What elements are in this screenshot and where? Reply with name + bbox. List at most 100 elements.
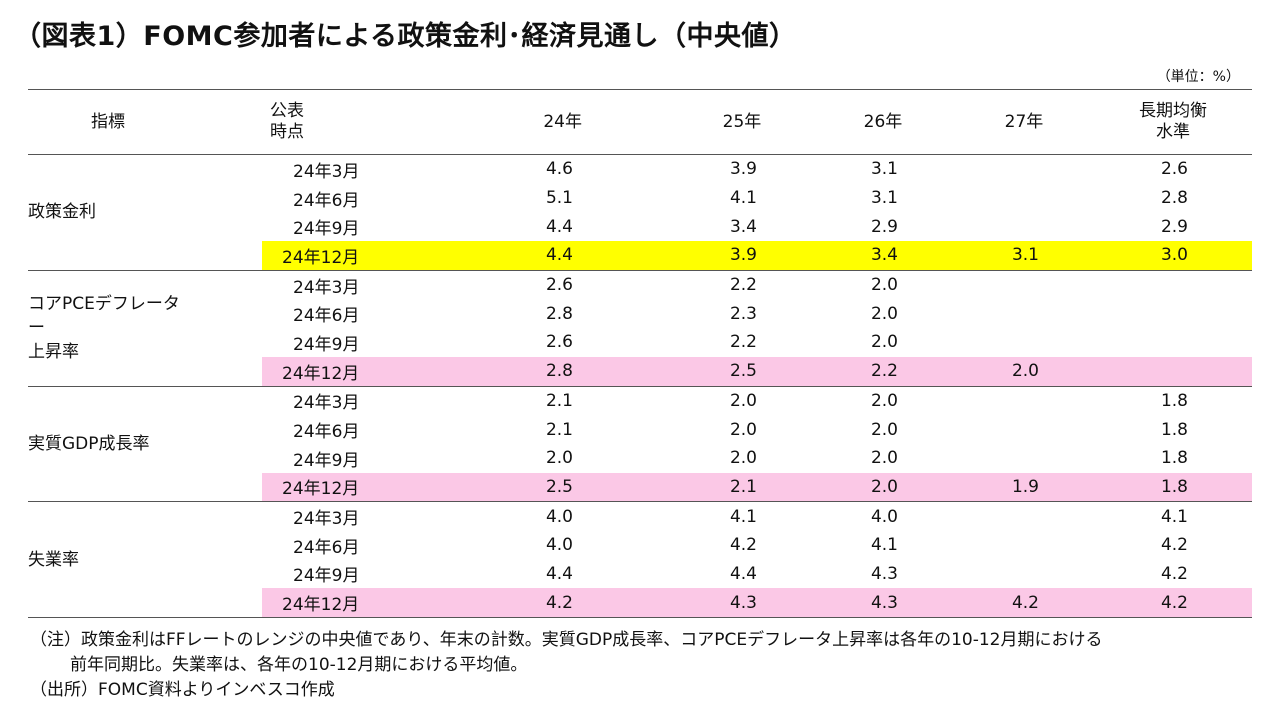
value-text: 1.8 (1160, 448, 1188, 469)
value-cell-lr: 1.8 (1094, 386, 1252, 415)
header-27: 27年 (954, 89, 1094, 155)
value-cell-v25: 2.3 (672, 299, 812, 328)
value-cell-v27 (954, 328, 1094, 357)
date-cell: 24年9月 (293, 334, 360, 355)
value-text: 2.8 (1160, 188, 1188, 209)
table-row: 24年9月 2.0 2.0 2.0 1.8 (28, 444, 1252, 473)
value-cell-v25: 4.1 (672, 502, 812, 531)
forecast-table: 指標 公表 時点 24年 25年 26年 27年 長期均衡 水準 政策金利 24年… (28, 89, 1252, 619)
date-cell: 24年6月 (293, 306, 360, 327)
value-text: 2.0 (870, 275, 898, 296)
source-line: （出所）FOMC資料よりインベスコ作成 (30, 680, 335, 700)
value-text: 4.3 (870, 592, 898, 613)
value-text: 5.1 (545, 188, 573, 209)
value-text: 2.0 (870, 303, 898, 324)
value-text: 3.1 (870, 188, 898, 209)
value-text: 2.9 (1160, 216, 1188, 237)
date-cell: 24年3月 (293, 277, 360, 298)
value-text: 3.9 (729, 245, 757, 266)
value-text: 4.2 (729, 535, 757, 556)
value-text: 2.0 (545, 448, 573, 469)
value-cell-v26: 2.9 (812, 212, 954, 241)
value-cell-v24: 2.1 (402, 415, 672, 444)
table-row: 24年9月 2.6 2.2 2.0 (28, 328, 1252, 357)
value-cell-v24: 4.0 (402, 502, 672, 531)
value-cell-v25: 2.0 (672, 444, 812, 473)
value-text: 1.9 (1011, 476, 1039, 497)
date-cell: 24年9月 (293, 566, 360, 587)
value-cell-v25: 4.3 (672, 588, 812, 619)
value-text: 4.0 (545, 506, 573, 527)
value-cell-lr: 4.1 (1094, 502, 1252, 531)
indicator-label: 失業率 (28, 501, 188, 618)
value-cell-lr: 4.2 (1094, 560, 1252, 589)
value-text: 4.2 (1160, 535, 1188, 556)
value-text: 2.1 (545, 419, 573, 440)
value-cell-lr: 2.8 (1094, 184, 1252, 213)
date-cell: 24年12月 (262, 241, 402, 271)
value-text: 2.2 (729, 275, 757, 296)
value-text: 2.0 (870, 332, 898, 353)
indicator-label: コアPCEデフレーター 上昇率 (28, 270, 188, 387)
value-cell-v27: 2.0 (954, 356, 1094, 387)
table-row: コアPCEデフレーター 上昇率 24年3月 2.6 2.2 2.0 (28, 270, 1252, 387)
table-row: 24年6月 2.8 2.3 2.0 (28, 299, 1252, 328)
value-cell-v26: 2.0 (812, 270, 954, 299)
value-text: 4.4 (545, 563, 573, 584)
table-row: 24年6月 4.0 4.2 4.1 4.2 (28, 531, 1252, 560)
value-cell-v24: 4.0 (402, 531, 672, 560)
value-cell-v25: 2.0 (672, 386, 812, 415)
value-cell-v25: 4.1 (672, 184, 812, 213)
value-cell-v27 (954, 444, 1094, 473)
value-text: 4.1 (729, 506, 757, 527)
value-cell-v26: 3.1 (812, 184, 954, 213)
value-text: 2.0 (729, 419, 757, 440)
value-cell-v25: 3.4 (672, 212, 812, 241)
value-cell-lr: 1.8 (1094, 415, 1252, 444)
date-cell: 24年12月 (262, 472, 402, 503)
value-text: 2.8 (545, 303, 573, 324)
value-text: 2.0 (1011, 361, 1039, 382)
value-text: 4.4 (545, 216, 573, 237)
value-text: 1.8 (1160, 419, 1188, 440)
value-text: 2.5 (729, 361, 757, 382)
value-text: 2.6 (1160, 159, 1188, 180)
date-cell: 24年9月 (293, 450, 360, 471)
value-cell-v25: 2.0 (672, 415, 812, 444)
value-text: 4.4 (545, 245, 573, 266)
value-text: 4.2 (1011, 592, 1039, 613)
value-text: 2.0 (870, 419, 898, 440)
value-cell-v27 (954, 386, 1094, 415)
table-row: 24年12月 2.5 2.1 2.0 1.9 1.8 (28, 472, 1252, 503)
value-text: 4.0 (545, 535, 573, 556)
date-cell: 24年6月 (293, 190, 360, 211)
header-indicator: 指標 (28, 89, 188, 155)
value-cell-lr: 1.8 (1094, 472, 1252, 503)
value-text: 2.1 (545, 390, 573, 411)
table-row: 24年6月 5.1 4.1 3.1 2.8 (28, 184, 1252, 213)
value-text: 2.6 (545, 332, 573, 353)
header-24: 24年 (402, 89, 672, 155)
date-cell: 24年3月 (293, 509, 360, 530)
value-cell-lr: 4.2 (1094, 531, 1252, 560)
value-cell-lr (1094, 270, 1252, 299)
value-cell-v24: 4.4 (402, 560, 672, 589)
value-cell-v24: 2.0 (402, 444, 672, 473)
value-cell-v26: 4.0 (812, 502, 954, 531)
note-line-1: （注）政策金利はFFレートのレンジの中央値であり、年末の計数。実質GDP成長率、… (30, 630, 1103, 650)
table-row: 24年9月 4.4 4.4 4.3 4.2 (28, 560, 1252, 589)
date-cell: 24年12月 (262, 588, 402, 619)
value-cell-v27 (954, 560, 1094, 589)
value-cell-v25: 3.9 (672, 155, 812, 184)
value-cell-v26: 2.0 (812, 472, 954, 503)
value-cell-v27 (954, 502, 1094, 531)
table-row: 24年12月 2.8 2.5 2.2 2.0 (28, 356, 1252, 387)
header-25: 25年 (672, 89, 812, 155)
value-cell-v25: 2.2 (672, 328, 812, 357)
value-cell-v27 (954, 270, 1094, 299)
value-text: 2.9 (870, 216, 898, 237)
value-cell-v24: 5.1 (402, 184, 672, 213)
value-cell-v24: 2.8 (402, 299, 672, 328)
value-cell-v26: 4.3 (812, 588, 954, 619)
value-cell-v24: 4.2 (402, 588, 672, 619)
